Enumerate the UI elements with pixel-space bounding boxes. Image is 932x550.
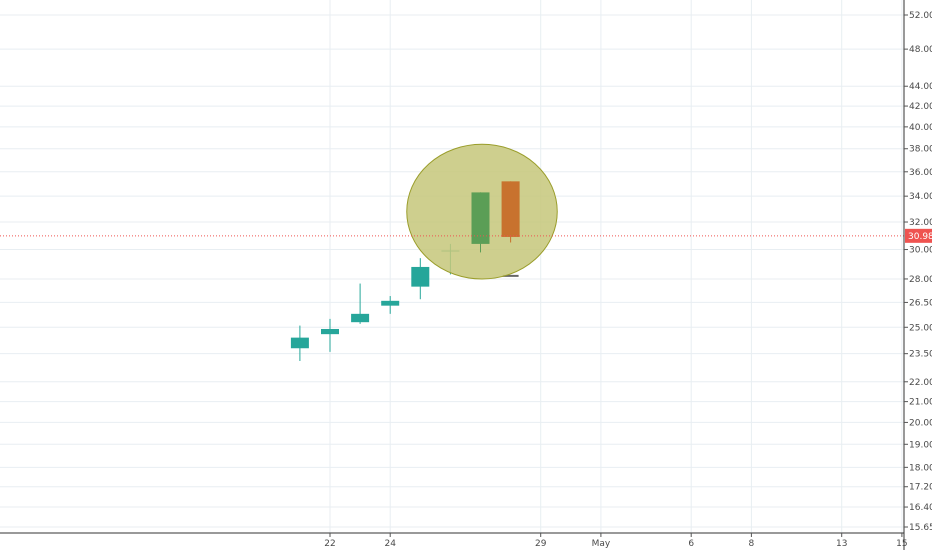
time-tick-label: 29	[535, 539, 547, 549]
highlighted-candles	[471, 181, 520, 253]
candle-body	[471, 192, 490, 244]
annotation-layer[interactable]	[406, 143, 558, 280]
price-tick-label: 28.00	[909, 275, 932, 285]
time-tick-label: 22	[324, 539, 335, 549]
candle-body	[381, 300, 400, 306]
price-axis[interactable]: 52.00 48.00 44.00 42.00 40.00 38.00 36.00 34.00…	[904, 11, 932, 533]
price-tick-label: 25.00	[909, 323, 932, 333]
price-tick-label: 32.00	[909, 218, 932, 228]
price-tick-label: 38.00	[909, 145, 932, 155]
price-tick-label: 40.00	[909, 123, 932, 133]
price-tick-label: 26.50	[909, 298, 932, 308]
time-tick-label: May	[592, 539, 611, 549]
candle-body	[351, 313, 370, 323]
time-tick-label: 6	[688, 539, 694, 549]
price-tick-label: 22.00	[909, 378, 932, 388]
candle	[411, 258, 430, 300]
vertical-grid-lines	[329, 0, 903, 533]
price-tick-label: 30.00	[909, 246, 932, 256]
candle	[351, 283, 370, 324]
price-tick-label: 19.00	[909, 440, 932, 450]
last-price-tag: 30.98	[905, 228, 932, 243]
candle-body	[321, 328, 339, 335]
price-tick-label: 21.00	[909, 398, 932, 408]
price-tick-label: 44.00	[909, 82, 932, 92]
candle	[290, 325, 309, 361]
last-price-label: 30.98	[908, 232, 932, 242]
price-tick-label: 20.00	[909, 418, 932, 428]
time-tick-label: 8	[749, 539, 755, 549]
candle	[381, 296, 400, 314]
price-tick-label: 34.00	[909, 192, 932, 202]
time-axis[interactable]: 22 24 29 May 6 8 13 15	[324, 533, 908, 549]
price-tick-label: 23.50	[909, 350, 932, 360]
candle	[321, 318, 339, 352]
price-tick-label: 48.00	[909, 45, 932, 55]
candle-body	[501, 181, 520, 237]
price-tick-label: 15.65	[909, 523, 932, 533]
price-tick-label: 18.00	[909, 463, 932, 473]
candle-body	[411, 266, 430, 287]
time-tick-label: 13	[836, 539, 847, 549]
price-tick-label: 16.40	[909, 503, 932, 513]
time-tick-label: 15	[896, 539, 907, 549]
price-tick-label: 42.00	[909, 102, 932, 112]
price-tick-label: 17.20	[909, 483, 932, 493]
price-tick-label: 36.00	[909, 168, 932, 178]
price-tick-label: 52.00	[909, 11, 932, 21]
candle-body	[290, 337, 309, 349]
time-tick-label: 24	[384, 539, 396, 549]
last-price-tag-bg	[905, 228, 932, 243]
